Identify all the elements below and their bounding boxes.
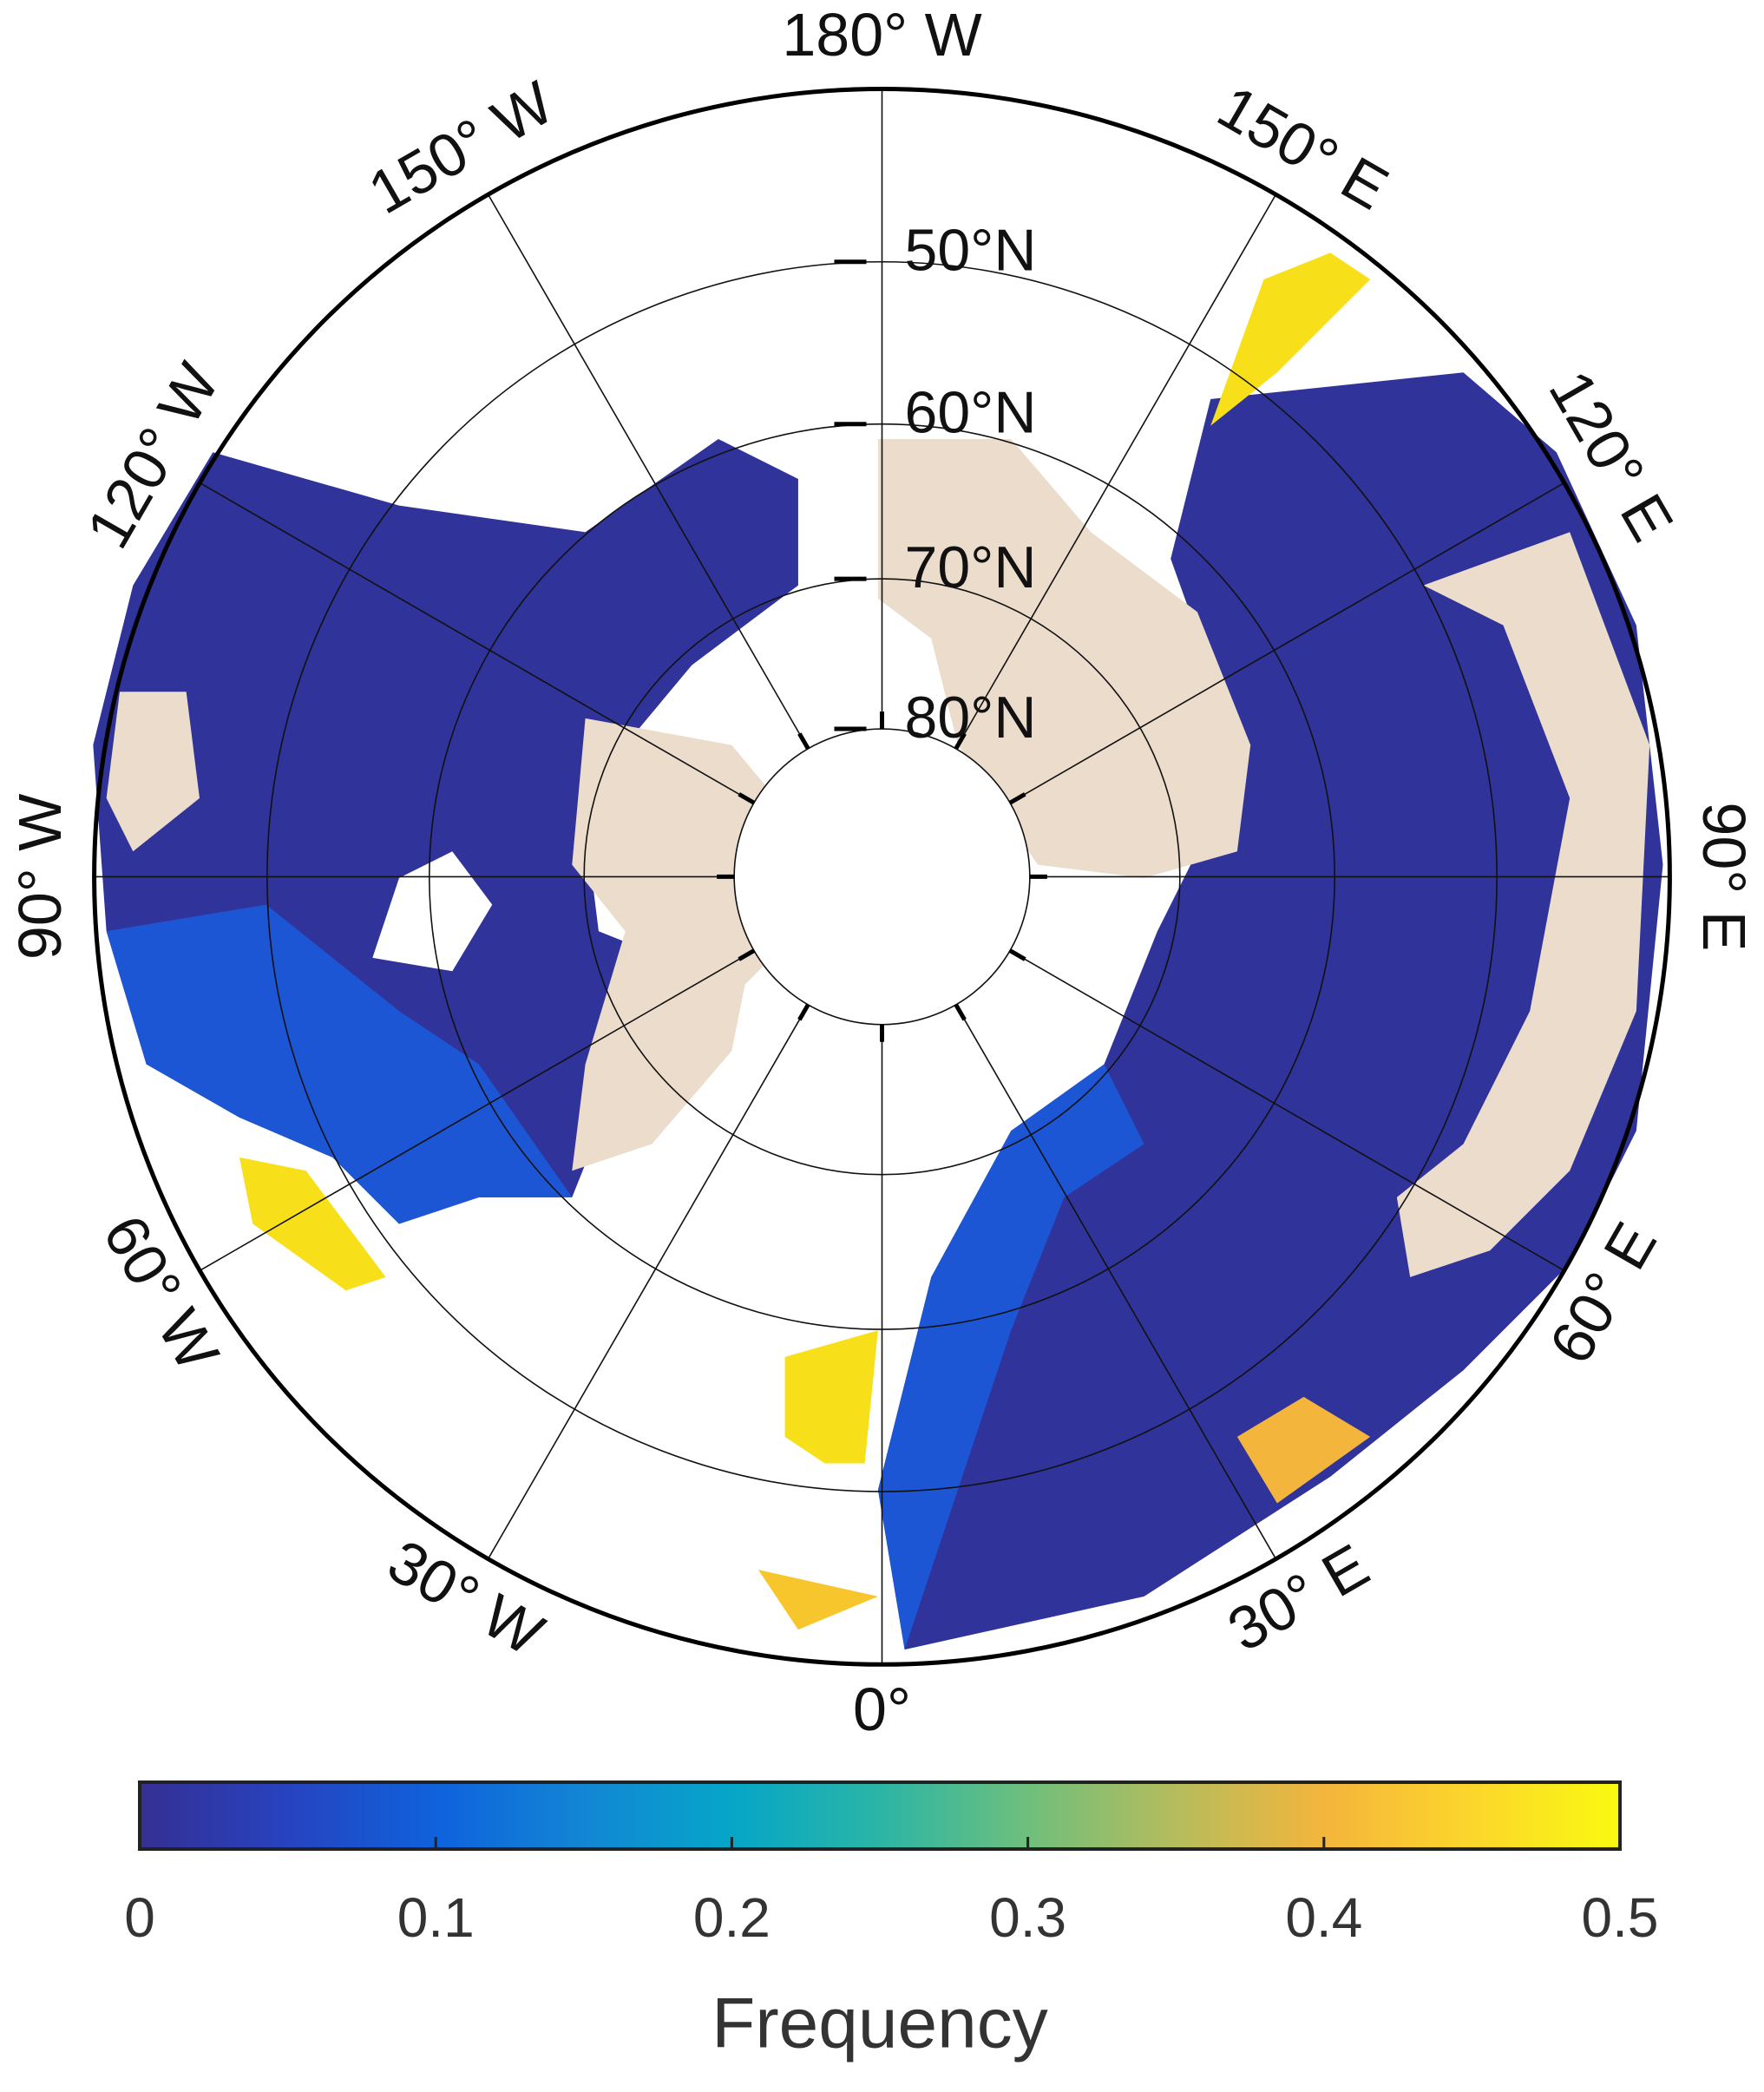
meridian-tick (738, 792, 756, 805)
ocean-low-east (877, 372, 1663, 1650)
longitude-label: 90° W (6, 794, 74, 960)
high-pacific (1210, 252, 1371, 426)
longitude-label: 30° E (1216, 1531, 1380, 1664)
high-barents (1236, 1396, 1371, 1504)
colorbar-tick-label: 0.1 (397, 1886, 475, 1949)
meridian-tick (1008, 792, 1026, 805)
pole-no-data (734, 729, 1030, 1025)
meridian (487, 193, 810, 750)
colorbar-tick-label: 0.2 (693, 1886, 771, 1949)
meridian (487, 1004, 810, 1560)
meridian (199, 949, 755, 1272)
land-siberia (877, 438, 1251, 878)
meridian (954, 193, 1277, 750)
longitude-label: 150° E (1207, 72, 1400, 222)
longitude-label: 180° W (782, 1, 981, 69)
land-east (1396, 532, 1650, 1277)
colorbar-tick-label: 0.4 (1285, 1886, 1362, 1949)
high-labrador (239, 1157, 386, 1291)
colorbar-label: Frequency (712, 1984, 1047, 2063)
colorbar-tick-label: 0.5 (1582, 1886, 1659, 1949)
colorbar (138, 1780, 1622, 1851)
graticule (92, 86, 1672, 1667)
ocean-mid-east (877, 1064, 1144, 1650)
meridian (1009, 949, 1565, 1272)
ocean-mid-west (106, 904, 573, 1224)
colorbar-tick-label: 0.3 (989, 1886, 1066, 1949)
meridian-tick (738, 948, 756, 961)
longitude-label: 0° (853, 1676, 911, 1743)
latitude-label: 60°N (905, 380, 1037, 446)
high-europe (784, 1330, 878, 1464)
latitude-label: 50°N (905, 218, 1037, 284)
land-canada (106, 692, 200, 852)
meridian-tick (1008, 948, 1026, 961)
meridian (199, 482, 755, 803)
meridian (1009, 482, 1565, 803)
meridian (954, 1004, 1277, 1560)
no-data-hudson (372, 851, 493, 972)
meridian-tick (797, 732, 810, 751)
latitude-label: 70°N (905, 534, 1037, 600)
latitude-label: 80°N (905, 685, 1037, 751)
high-atlantic (757, 1570, 878, 1630)
colorbar-tick-label: 0 (124, 1886, 155, 1949)
meridian-tick (954, 732, 967, 751)
map-frame (92, 86, 1672, 1667)
longitude-label: 90° E (1690, 802, 1758, 951)
longitude-label: 150° W (357, 69, 564, 227)
meridian-tick (954, 1003, 967, 1021)
meridian-tick (797, 1003, 810, 1021)
frequency-field (93, 252, 1663, 1650)
